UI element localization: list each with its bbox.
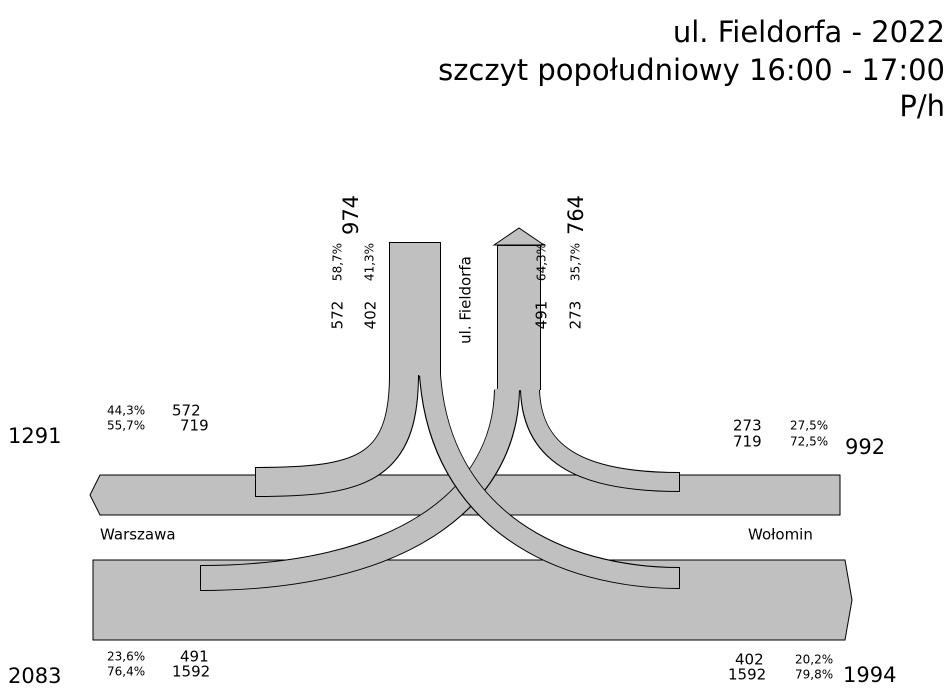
pct: 55,7%	[107, 419, 145, 433]
total: 1291	[8, 424, 61, 448]
pct: 41,3%	[363, 243, 377, 281]
north-east-band	[420, 373, 680, 588]
value: 491	[180, 648, 209, 666]
value: 719	[733, 433, 762, 451]
flow-bands	[89, 227, 853, 641]
subtitle: szczyt popołudniowy 16:00 - 17:00	[438, 53, 945, 87]
road-name: Wołomin	[748, 526, 813, 544]
pct: 76,4%	[107, 665, 145, 679]
pct: 58,7%	[331, 243, 345, 281]
north-out-arrow	[492, 227, 546, 246]
west-north-band	[200, 388, 519, 590]
road-name: Warszawa	[100, 526, 176, 544]
value: 1592	[728, 666, 766, 684]
value: 572	[329, 301, 347, 330]
road-name: ul. Fieldorfa	[457, 256, 475, 344]
total: 974	[339, 195, 363, 235]
value: 273	[733, 417, 762, 435]
total: 1994	[843, 663, 896, 687]
value: 402	[362, 301, 380, 330]
pct: 23,6%	[107, 650, 145, 664]
north-labels: 974 58,7% 41,3% 572 402 ul. Fieldorfa 76…	[329, 195, 589, 344]
north-west-band	[255, 373, 418, 496]
value: 572	[172, 402, 201, 420]
value: 491	[533, 301, 551, 330]
value: 273	[567, 301, 585, 330]
pct: 20,2%	[795, 653, 833, 667]
total: 992	[845, 435, 885, 459]
value: 719	[180, 417, 209, 435]
pct: 44,3%	[107, 404, 145, 418]
value: 1592	[172, 663, 210, 681]
east-north-band	[521, 388, 680, 491]
east-labels: 273 719 27,5% 72,5% 992 Wołomin 402 1592…	[728, 417, 896, 688]
value: 402	[735, 651, 764, 669]
west-labels: 1291 44,3% 55,7% 572 719 Warszawa 2083 2…	[8, 402, 210, 689]
pct: 64,3%	[535, 243, 549, 281]
total: 764	[564, 195, 588, 235]
unit: P/h	[899, 89, 945, 123]
title: ul. Fieldorfa - 2022	[673, 15, 945, 49]
pct: 27,5%	[790, 419, 828, 433]
total: 2083	[8, 664, 61, 688]
pct: 79,8%	[795, 668, 833, 682]
pct: 35,7%	[569, 243, 583, 281]
pct: 72,5%	[790, 435, 828, 449]
